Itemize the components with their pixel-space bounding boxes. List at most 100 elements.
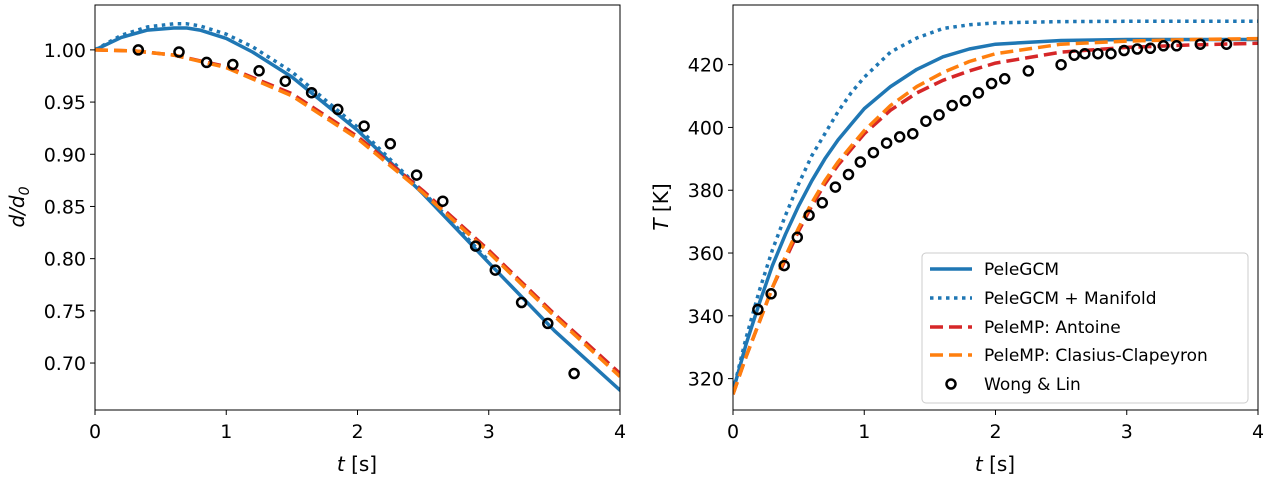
- temperature-data-point: [778, 259, 790, 272]
- diameter-chart: 0 1 2 3 40.700.750.800.850.900.951.00 t [s] …: [5, 4, 626, 476]
- temperature-data-point: [1105, 47, 1117, 60]
- temperature-data-point: [1157, 40, 1170, 52]
- temperature-x-axis-label: t [s]: [975, 452, 1015, 476]
- temperature-y-tick-label: 360: [688, 243, 724, 265]
- diameter-series-pelemp-clasius-clapeyron: [95, 48, 620, 378]
- temperature-data-point: [880, 137, 893, 149]
- temperature-data-point: [816, 197, 829, 209]
- diameter-data-point: [568, 367, 580, 380]
- temperature-data-point: [791, 231, 804, 244]
- diameter-x-tick-label: 2: [351, 421, 363, 443]
- diameter-y-tick-label: 0.95: [44, 92, 86, 114]
- legend-label-pelegcm-manifold: PeleGCM + Manifold: [984, 289, 1157, 309]
- temperature-x-tick-label: 3: [1121, 421, 1133, 443]
- diameter-data-point: [384, 138, 397, 150]
- temperature-y-tick-label: 420: [688, 55, 724, 77]
- diameter-data-point: [542, 317, 554, 330]
- legend-marker-wong-lin: [945, 378, 957, 390]
- diameter-y-tick-label: 1.00: [44, 40, 86, 62]
- temperature-x-tick-label: 1: [858, 421, 870, 443]
- temperature-x-tick-label: 4: [1252, 421, 1264, 443]
- temperature-data-point: [1144, 42, 1157, 55]
- diameter-y-tick-label: 0.90: [44, 144, 86, 166]
- temperature-y-tick-label: 400: [688, 117, 724, 139]
- legend-entry-wong-lin: Wong & Lin: [945, 375, 1081, 395]
- temperature-y-tick-label: 380: [688, 180, 724, 202]
- temperature-data-point: [867, 146, 880, 159]
- temperature-series-pelegcm: [733, 37, 1258, 393]
- legend-label-pelemp-clasius: PeleMP: Clasius-Clapeyron: [984, 346, 1208, 366]
- temperature-y-tick-label: 340: [688, 306, 724, 328]
- diameter-data-point: [332, 103, 344, 116]
- temperature-data-point: [933, 109, 945, 121]
- diameter-y-tick-label: 0.80: [44, 249, 86, 271]
- temperature-data-point: [920, 115, 932, 127]
- temperature-series-pelemp-clasius-clapeyron: [733, 36, 1258, 395]
- temperature-data-point: [752, 303, 764, 316]
- temperature-ticks: 0 1 2 3 4 320 340 360 380 400 420: [688, 55, 1264, 443]
- temperature-data-point: [1055, 58, 1067, 71]
- temperature-y-axis-label: T [K]: [649, 183, 673, 230]
- temperature-data-point: [1092, 47, 1104, 60]
- diameter-x-tick-label: 1: [220, 421, 232, 443]
- legend-label-wong-lin: Wong & Lin: [984, 375, 1081, 395]
- diameter-y-axis-label: d/d0: [5, 186, 33, 227]
- diameter-data-point: [227, 58, 239, 71]
- diameter-plot-marks: [95, 22, 620, 392]
- temperature-data-point: [765, 288, 777, 300]
- diameter-data-point: [132, 44, 145, 56]
- diameter-data-point: [410, 169, 423, 181]
- temperature-data-point: [1194, 38, 1207, 50]
- diameter-ticks: 0 1 2 3 4 0.70 0.75 0.80 0.85 0.90 0.95 1.00: [44, 40, 626, 443]
- diameter-data-point: [358, 120, 370, 132]
- diameter-y-tick-label: 0.70: [44, 353, 86, 375]
- temperature-data-point: [1022, 65, 1035, 77]
- diameter-data-point: [515, 296, 528, 309]
- temperature-data-point: [1131, 43, 1144, 55]
- diameter-series-pelegcm: [95, 26, 620, 392]
- diameter-x-tick-label: 0: [89, 421, 101, 443]
- legend-label-pelemp-antoine: PeleMP: Antoine: [984, 318, 1121, 338]
- diameter-y-tick-label: 0.85: [44, 196, 86, 218]
- legend-entry-pelegcm: PeleGCM: [930, 260, 1059, 280]
- temperature-data-point: [803, 209, 815, 222]
- diameter-y-tick-label: 0.75: [44, 301, 86, 323]
- temperature-data-point: [1118, 44, 1130, 57]
- legend-entry-pelegcm-manifold: PeleGCM + Manifold: [930, 289, 1157, 309]
- legend: PeleGCM PeleGCM + Manifold PeleMP: Antoi…: [921, 252, 1249, 404]
- temperature-data-point: [959, 95, 972, 107]
- temperature-data-point: [854, 156, 867, 168]
- temperature-data-point: [946, 99, 958, 112]
- temperature-data-point: [842, 168, 855, 181]
- diameter-x-axis-label: t [s]: [337, 452, 377, 476]
- legend-label-pelegcm: PeleGCM: [984, 260, 1059, 280]
- temperature-data-point: [907, 127, 919, 140]
- diameter-data-point: [469, 240, 482, 252]
- diameter-data-point: [173, 46, 185, 58]
- diameter-data-point: [305, 86, 318, 99]
- temperature-data-point: [998, 73, 1011, 85]
- legend-entry-pelemp-antoine: PeleMP: Antoine: [930, 318, 1121, 338]
- temperature-y-tick-label: 320: [688, 369, 724, 391]
- diameter-series-pelegcm-manifold: [95, 22, 491, 262]
- temperature-data-point: [985, 77, 998, 90]
- temperature-data-point: [1170, 40, 1183, 52]
- diameter-data-point: [200, 56, 213, 69]
- diameter-data-point: [253, 65, 265, 77]
- temperature-plot-marks: [733, 19, 1258, 395]
- temperature-data-point: [1079, 47, 1091, 60]
- temperature-chart: 0 1 2 3 4 320 340 360 380 400 420 t [s] T [K] Pele…: [649, 4, 1264, 476]
- temperature-data-point: [1068, 49, 1081, 61]
- diameter-data-point: [489, 264, 502, 276]
- temperature-data-point: [1220, 38, 1233, 50]
- temperature-data-point: [893, 131, 906, 143]
- diameter-data-point: [279, 75, 292, 87]
- diameter-x-tick-label: 4: [614, 421, 626, 443]
- temperature-x-tick-label: 0: [727, 421, 739, 443]
- temperature-series-pelegcm-manifold: [733, 19, 1258, 392]
- diameter-series-pelemp-antoine: [95, 48, 620, 375]
- temperature-data-point: [829, 181, 842, 193]
- legend-entry-pelemp-clasius: PeleMP: Clasius-Clapeyron: [930, 346, 1208, 366]
- diameter-data-point: [437, 195, 449, 207]
